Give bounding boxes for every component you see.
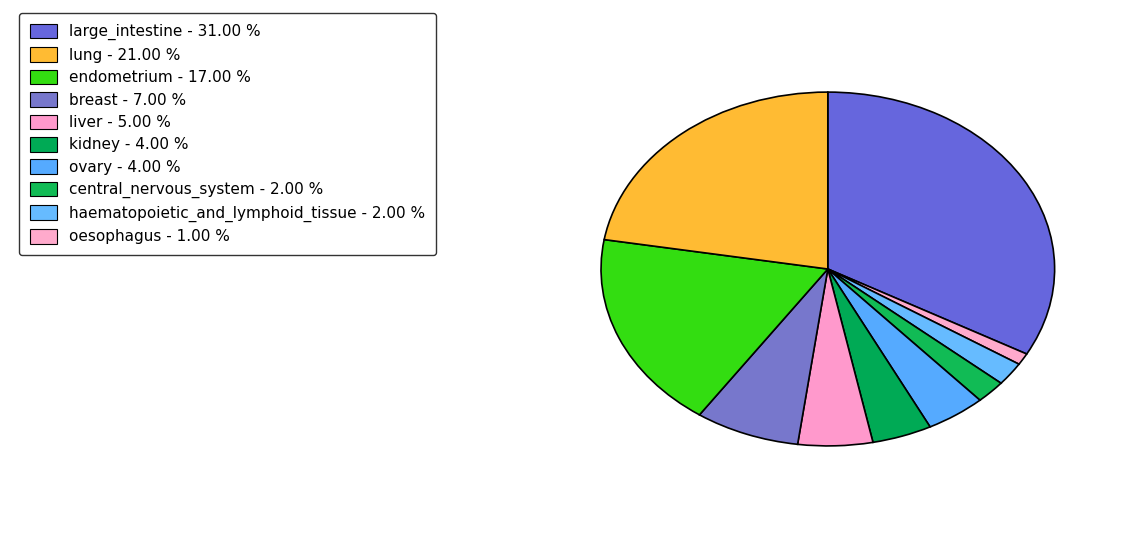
Wedge shape [797,269,873,446]
Wedge shape [828,269,930,442]
Legend: large_intestine - 31.00 %, lung - 21.00 %, endometrium - 17.00 %, breast - 7.00 : large_intestine - 31.00 %, lung - 21.00 … [19,13,437,255]
Wedge shape [828,269,1001,400]
Wedge shape [700,269,828,444]
Wedge shape [601,239,828,415]
Wedge shape [828,269,1019,383]
Wedge shape [828,92,1055,354]
Wedge shape [828,269,980,427]
Wedge shape [828,269,1026,364]
Wedge shape [604,92,828,269]
